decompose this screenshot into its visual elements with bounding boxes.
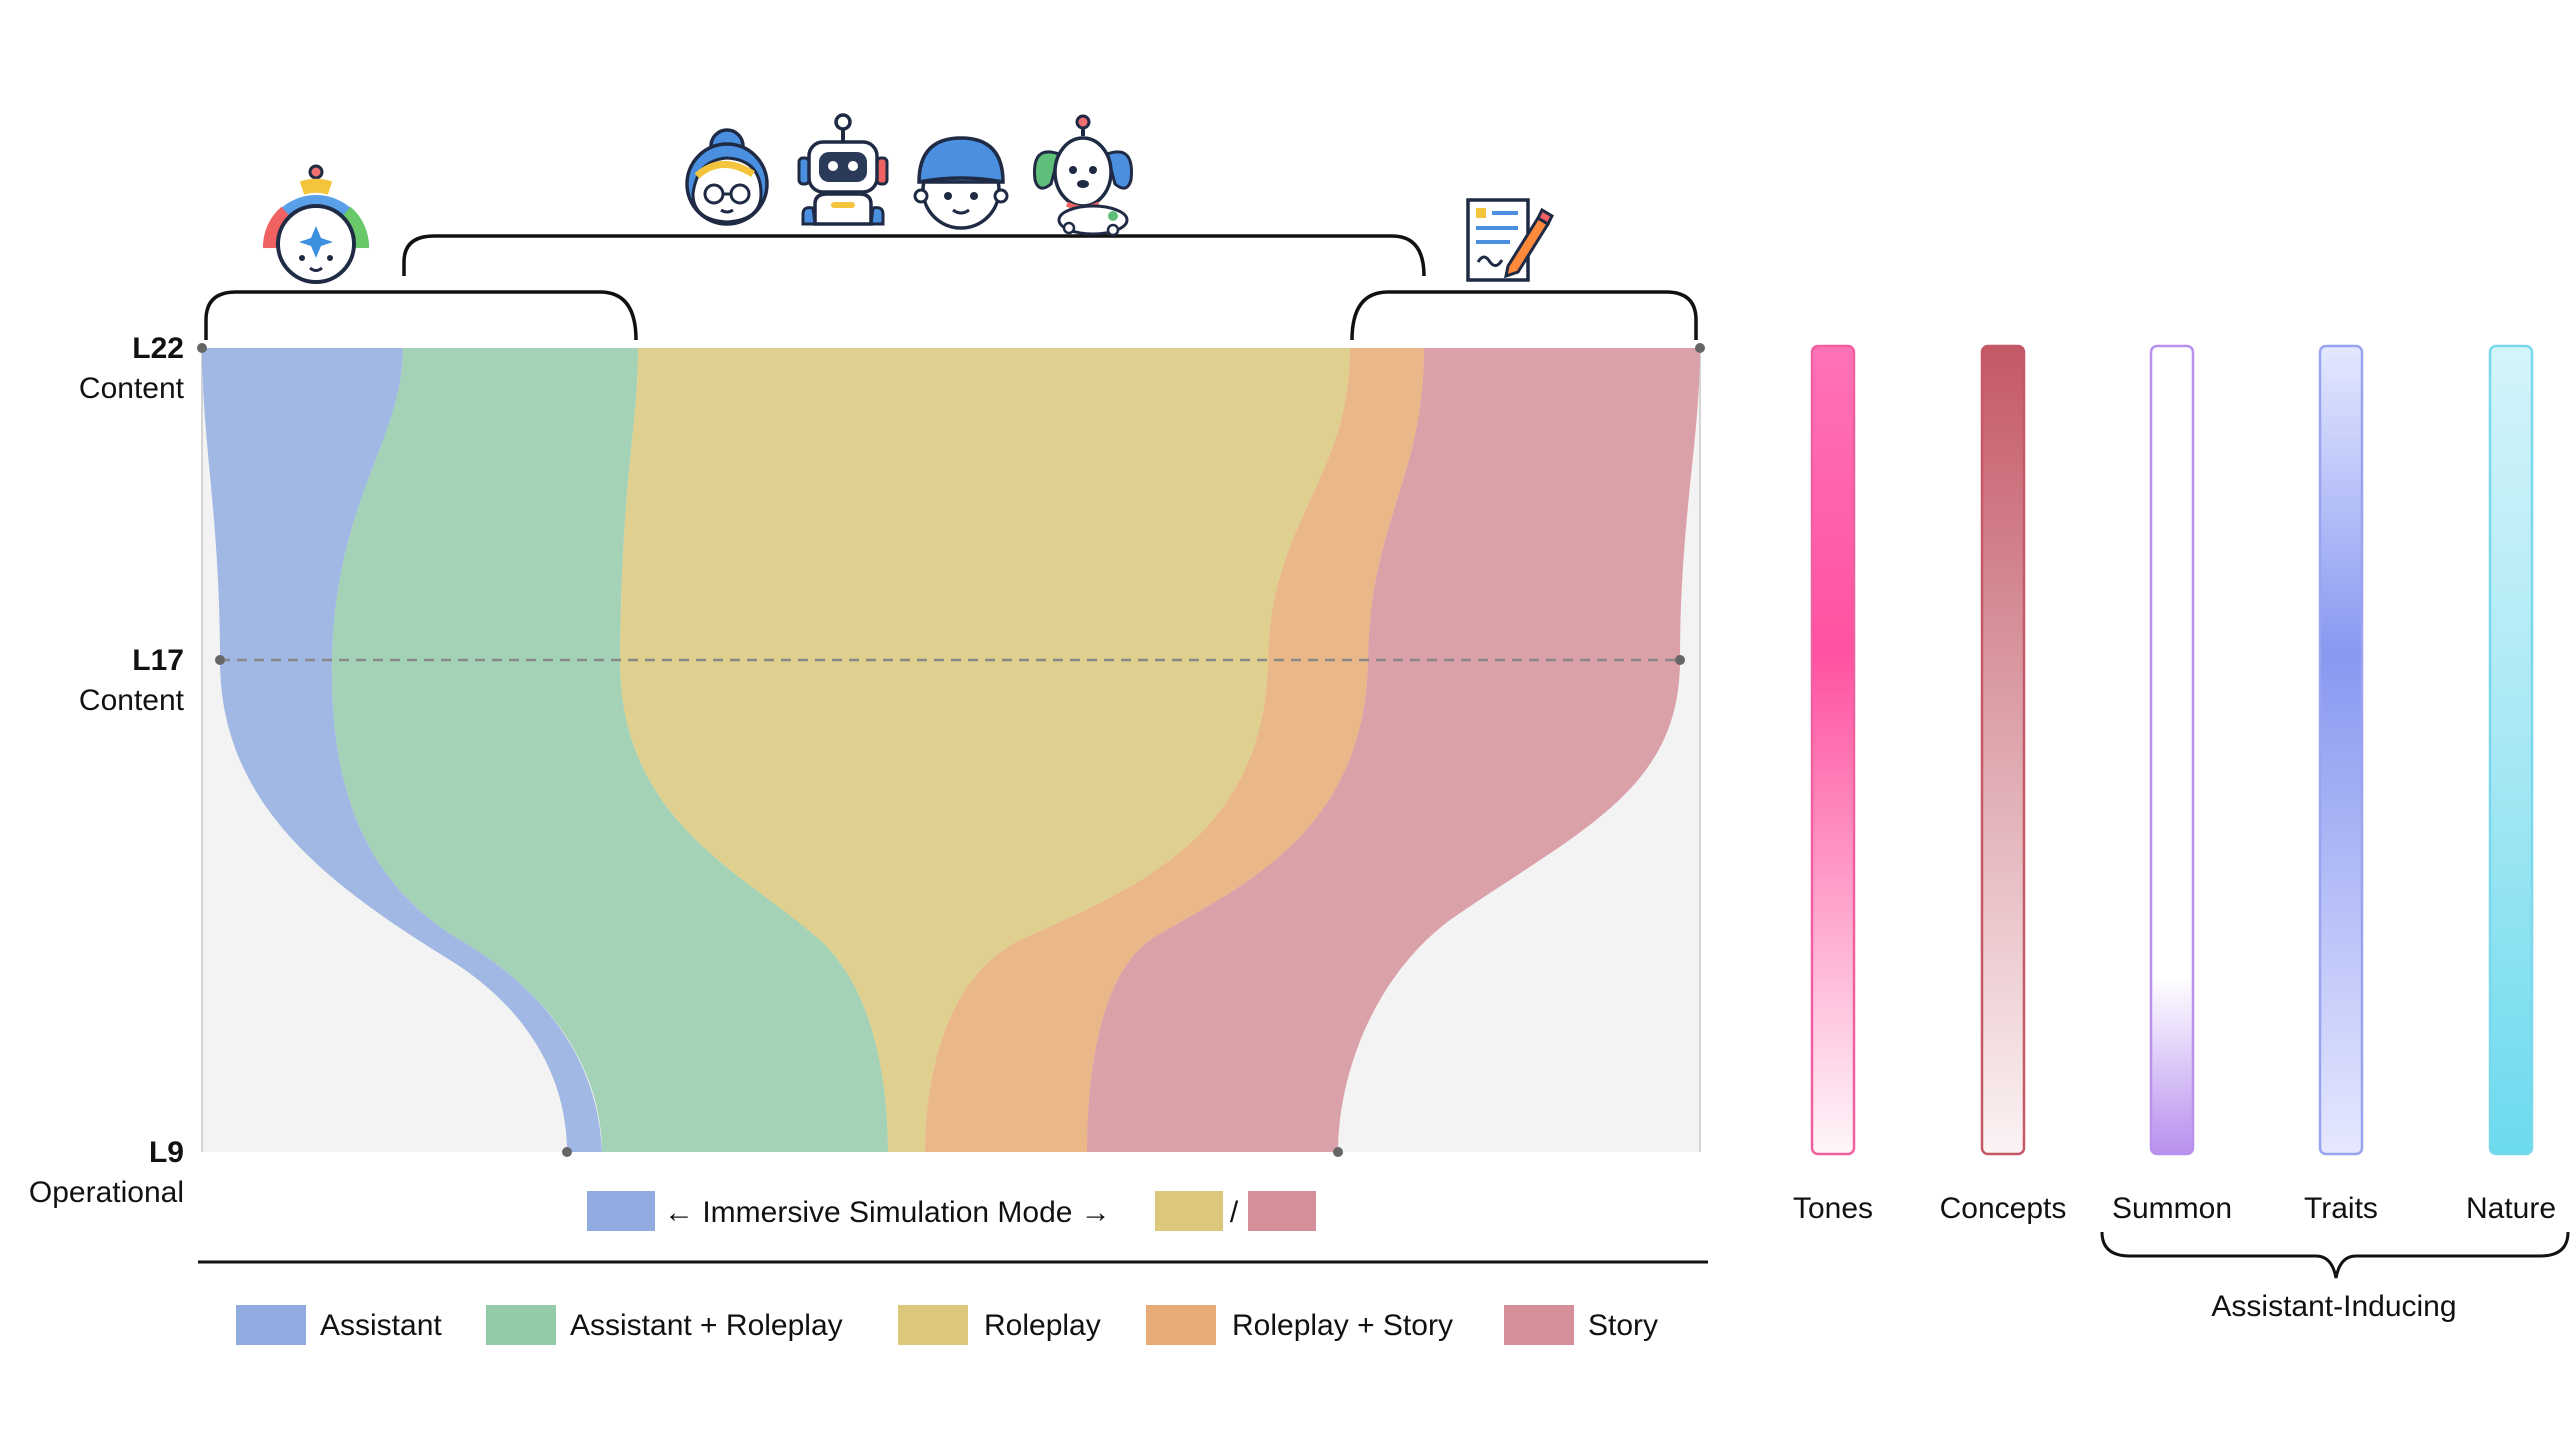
band-assistant	[202, 348, 602, 1152]
gradient-bar-label-tones: Tones	[1793, 1192, 1873, 1225]
gradient-bar-tones: Tones	[1793, 344, 1873, 1225]
layer-label-l9: L9	[149, 1136, 184, 1169]
story-document-icon	[1466, 198, 1554, 282]
l9-left-point	[562, 1147, 572, 1157]
mode-swatch-assistant	[587, 1191, 655, 1231]
layer-kind-l22: Content	[79, 372, 185, 405]
layer-label-l17: L17	[132, 644, 184, 677]
gradient-bar-label-summon: Summon	[2112, 1192, 2232, 1225]
l9-right-point	[1333, 1147, 1343, 1157]
brace-assistant-roleplay	[204, 290, 638, 341]
mode-swatch-story	[1248, 1191, 1316, 1231]
mode-label: ← Immersive Simulation Mode →	[664, 1196, 1111, 1229]
layer-kind-l9: Operational	[29, 1176, 184, 1209]
assistant-inducing-brace	[2100, 1231, 2570, 1279]
band-roleplay-story	[925, 348, 1424, 1152]
legend-label-roleplay: Roleplay	[984, 1309, 1101, 1342]
robot-character-icon	[797, 113, 889, 226]
gradient-bar-traits: Traits	[2304, 344, 2378, 1225]
gradient-bar-nature: Nature	[2466, 344, 2556, 1225]
band-story	[1087, 348, 1700, 1152]
legend-swatch-assistant-roleplay	[486, 1305, 556, 1345]
legend-label-assistant: Assistant	[320, 1309, 442, 1342]
legend-label-assistant-roleplay: Assistant + Roleplay	[570, 1309, 843, 1342]
band-roleplay	[620, 348, 1350, 1152]
l22-right-point	[1695, 343, 1705, 353]
brace-roleplay	[402, 234, 1426, 277]
legend: Assistant Assistant + Roleplay Roleplay …	[236, 1305, 1658, 1345]
brace-roleplay-story	[1350, 290, 1698, 341]
legend-swatch-roleplay	[898, 1305, 968, 1345]
l17-right-point	[1675, 655, 1685, 665]
teacher-character-icon	[685, 128, 769, 226]
layer-kind-l17: Content	[79, 684, 185, 717]
legend-swatch-roleplay-story	[1146, 1305, 1216, 1345]
legend-label-story: Story	[1588, 1309, 1658, 1342]
boy-character-icon	[913, 136, 1009, 230]
l22-left-point	[197, 343, 207, 353]
mode-swatch-roleplay	[1155, 1191, 1223, 1231]
legend-swatch-assistant	[236, 1305, 306, 1345]
mode-separator: /	[1230, 1196, 1239, 1229]
gradient-bar-concepts: Concepts	[1940, 344, 2067, 1225]
gradient-bar-label-concepts: Concepts	[1940, 1192, 2067, 1225]
assistant-inducing-label: Assistant-Inducing	[2211, 1290, 2456, 1323]
assistant-robot-icon	[263, 164, 369, 284]
gradient-bar-label-nature: Nature	[2466, 1192, 2556, 1225]
layer-label-l22: L22	[132, 332, 184, 365]
band-assistant-roleplay	[331, 348, 888, 1152]
gradient-bar-summon: Summon	[2112, 344, 2232, 1225]
dog-character-icon	[1033, 114, 1133, 237]
gradient-bar-label-traits: Traits	[2304, 1192, 2378, 1225]
legend-label-roleplay-story: Roleplay + Story	[1232, 1309, 1453, 1342]
l17-left-point	[215, 655, 225, 665]
legend-swatch-story	[1504, 1305, 1574, 1345]
